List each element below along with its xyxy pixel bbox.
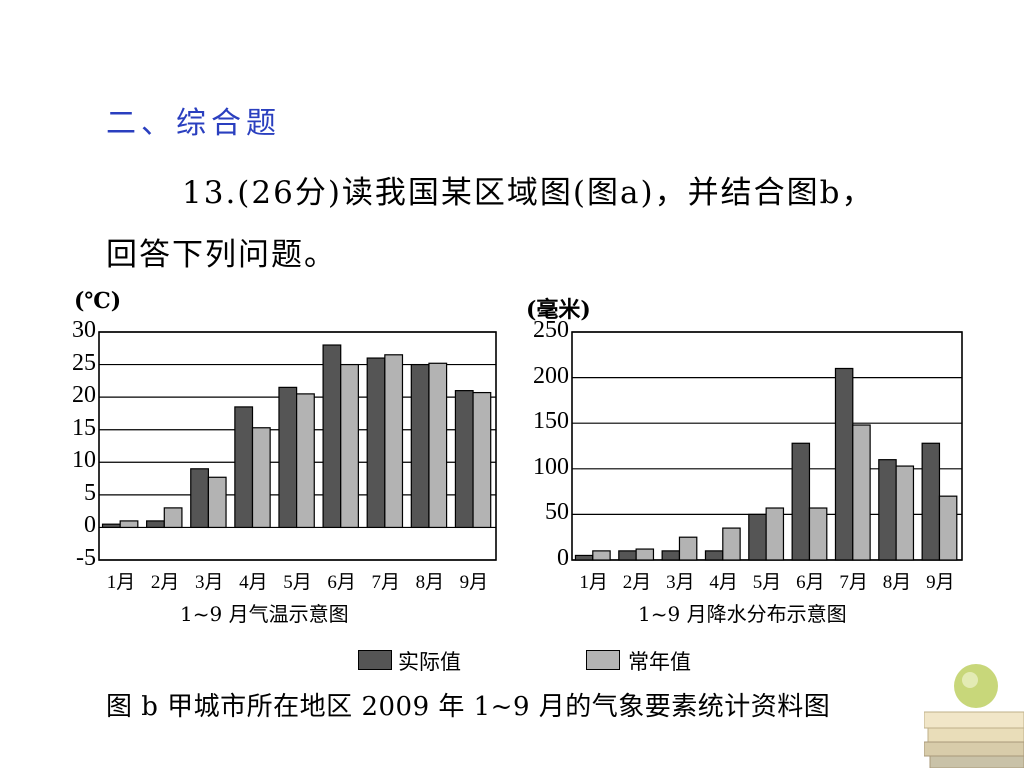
precipitation-bar-normal xyxy=(722,527,741,561)
temperature-unit-label: (℃) xyxy=(74,288,122,314)
precipitation-x-tick-label: 5月 xyxy=(752,572,782,593)
temperature-x-tick-label: 8月 xyxy=(415,572,445,593)
precipitation-x-tick-label: 3月 xyxy=(666,572,695,593)
precipitation-y-tick-label: 150 xyxy=(533,408,569,435)
temperature-bar-normal xyxy=(251,427,271,529)
precipitation-y-tick-label: 0 xyxy=(557,545,569,571)
precipitation-bar-normal xyxy=(765,507,785,561)
precipitation-bar-normal xyxy=(592,550,611,561)
temperature-bar-actual xyxy=(101,523,121,529)
temperature-bar-normal xyxy=(340,363,359,529)
temperature-y-tick-label: 25 xyxy=(72,349,96,376)
temperature-bar-normal xyxy=(163,507,183,529)
precipitation-x-tick-label: 9月 xyxy=(926,572,955,593)
temperature-x-tick-label: 7月 xyxy=(371,572,400,593)
temperature-x-tick-label: 6月 xyxy=(327,572,356,593)
section-heading: 二、综合题 xyxy=(106,106,281,141)
precipitation-bar-normal xyxy=(635,548,655,561)
precipitation-chart-title: 1~9 月降水分布示意图 xyxy=(638,602,847,626)
legend-swatch-normal xyxy=(586,650,620,670)
temperature-bar-normal xyxy=(207,476,227,529)
precipitation-y-tick-label: 200 xyxy=(533,362,569,389)
precipitation-x-tick-label: 8月 xyxy=(882,572,912,593)
books-decoration-icon xyxy=(924,664,1024,768)
legend-label-actual: 实际值 xyxy=(398,650,461,674)
precipitation-bar-actual xyxy=(574,554,594,561)
temperature-bar-actual xyxy=(234,406,254,529)
precipitation-bar-actual xyxy=(748,513,767,561)
temperature-x-tick-label: 2月 xyxy=(150,572,180,593)
precipitation-bar-actual xyxy=(704,550,724,561)
precipitation-bar-actual xyxy=(791,442,811,561)
precipitation-bar-actual xyxy=(618,550,637,561)
precipitation-x-tick-label: 6月 xyxy=(796,572,825,593)
temperature-x-tick-label: 1月 xyxy=(106,572,136,593)
temperature-y-tick-label: 30 xyxy=(72,317,96,343)
figure-title: 图 b 甲城市所在地区 2009 年 1~9 月的气象要素统计资料图 xyxy=(106,692,831,722)
temperature-x-tick-label: 9月 xyxy=(459,572,489,593)
precipitation-bar-actual xyxy=(661,550,681,561)
precipitation-bar-actual xyxy=(834,367,854,561)
precipitation-y-tick-label: 100 xyxy=(533,453,569,480)
precipitation-x-tick-label: 4月 xyxy=(709,572,738,593)
temperature-y-tick-label: 15 xyxy=(72,414,96,441)
precipitation-bar-normal xyxy=(895,465,915,561)
problem-text: 13.(26分)读我国某区域图(图a)，并结合图b， 回答下列问题。 xyxy=(106,162,966,286)
precipitation-bar-actual xyxy=(921,442,941,561)
temperature-bar-normal xyxy=(296,393,315,529)
temperature-bar-actual xyxy=(278,386,298,529)
temperature-x-tick-label: 3月 xyxy=(195,572,224,593)
temperature-y-tick-label: 20 xyxy=(72,382,96,409)
temperature-x-tick-label: 4月 xyxy=(239,572,268,593)
temperature-y-tick-label: 10 xyxy=(72,447,96,474)
temperature-bar-actual xyxy=(454,390,474,529)
temperature-bar-actual xyxy=(410,363,430,529)
temperature-bar-actual xyxy=(322,344,342,529)
temperature-bar-normal xyxy=(384,354,404,529)
temperature-bar-actual xyxy=(190,468,209,529)
temperature-plot-frame xyxy=(98,331,497,561)
temperature-bar-normal xyxy=(428,362,448,529)
legend-label-normal: 常年值 xyxy=(628,650,691,674)
temperature-y-tick-label: 0 xyxy=(84,512,96,539)
precipitation-x-tick-label: 7月 xyxy=(839,572,868,593)
precipitation-y-tick-label: 250 xyxy=(533,317,569,343)
precipitation-bar-normal xyxy=(852,424,871,561)
precipitation-x-tick-label: 2月 xyxy=(622,572,652,593)
precipitation-y-tick-label: 50 xyxy=(545,499,569,526)
precipitation-bar-actual xyxy=(878,459,897,561)
precipitation-bar-normal xyxy=(678,536,698,561)
problem-line-2: 回答下列问题。 xyxy=(106,237,337,273)
precipitation-x-tick-label: 1月 xyxy=(579,572,608,593)
temperature-bar-actual xyxy=(146,520,165,529)
temperature-chart-title: 1~9 月气温示意图 xyxy=(180,602,349,626)
precipitation-bar-normal xyxy=(808,507,828,561)
problem-line-1: 13.(26分)读我国某区域图(图a)，并结合图b， xyxy=(182,175,875,211)
legend-swatch-actual xyxy=(358,650,392,670)
temperature-x-tick-label: 5月 xyxy=(283,572,312,593)
precipitation-bar-normal xyxy=(938,495,958,561)
precipitation-unit-label: (毫米) xyxy=(526,297,591,323)
temperature-y-tick-label: -5 xyxy=(76,545,96,571)
temperature-bar-actual xyxy=(366,357,386,529)
temperature-bar-normal xyxy=(119,520,139,529)
temperature-y-tick-label: 5 xyxy=(84,479,96,506)
temperature-bar-normal xyxy=(472,391,492,529)
